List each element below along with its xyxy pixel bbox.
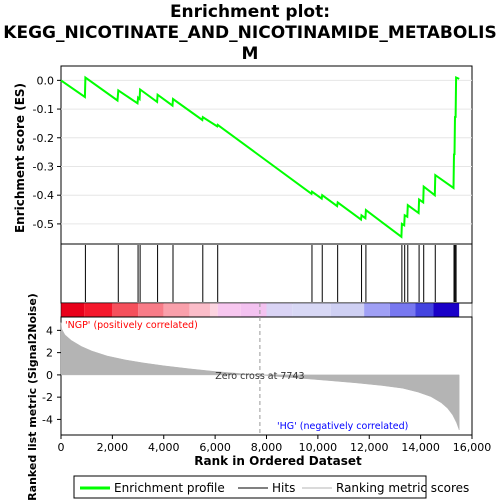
hits-panel-frame bbox=[60, 243, 473, 304]
zero-cross-label: Zero cross at 7743 bbox=[215, 371, 304, 382]
metric-y-axis-label: Ranked list metric (Signal2Noise) bbox=[26, 293, 39, 500]
rank-bar-segment bbox=[163, 303, 190, 317]
metric-y-tick-label: -2 bbox=[42, 391, 53, 404]
x-axis-label: Rank in Ordered Dataset bbox=[194, 454, 362, 468]
legend-metric-label: Ranking metric scores bbox=[336, 481, 469, 495]
legend-box bbox=[73, 475, 427, 499]
x-tick-label: 6,000 bbox=[199, 441, 231, 454]
rank-bar-segment bbox=[433, 303, 460, 317]
metric-x-ticks: 0 2,000 4,000 6,000 8,000 10,000 12,000 14,000 1… bbox=[58, 435, 492, 454]
legend-enrichment-label: Enrichment profile bbox=[114, 481, 225, 495]
rank-bar-segment bbox=[112, 303, 139, 317]
x-tick-label: 12,000 bbox=[350, 441, 389, 454]
rank-bar-segment bbox=[84, 303, 113, 317]
rank-bar-segment bbox=[209, 303, 218, 317]
metric-y-ticks: 4 2 0 -2 -4 bbox=[42, 324, 61, 426]
es-y-tick-label: -0.5 bbox=[33, 218, 54, 231]
es-panel: 0.0 -0.1 -0.2 -0.3 -0.4 -0.5 Enrichment score… bbox=[13, 65, 473, 245]
rank-bar-segment bbox=[61, 303, 85, 317]
metric-y-tick-label: 0 bbox=[46, 369, 53, 382]
metric-area-group bbox=[60, 322, 460, 431]
es-y-tick-label: -0.3 bbox=[33, 160, 54, 173]
x-tick-label: 0 bbox=[58, 441, 65, 454]
ranking-metric-area bbox=[60, 322, 460, 431]
x-tick-label: 8,000 bbox=[251, 441, 283, 454]
rank-bar-segment bbox=[217, 303, 241, 317]
metric-y-tick-label: 4 bbox=[46, 324, 53, 337]
hits-panel bbox=[60, 243, 473, 304]
es-y-ticks: 0.0 -0.1 -0.2 -0.3 -0.4 -0.5 bbox=[33, 74, 61, 231]
chart-title-line3: M bbox=[242, 44, 259, 64]
legend: Enrichment profile Hits Ranking metric s… bbox=[73, 475, 469, 499]
es-y-tick-label: -0.2 bbox=[33, 132, 54, 145]
x-tick-label: 10,000 bbox=[299, 441, 338, 454]
rank-bar-segment bbox=[330, 303, 365, 317]
negative-correlation-label: 'HG' (negatively correlated) bbox=[277, 421, 408, 432]
rank-bar-segment bbox=[415, 303, 434, 317]
rank-bar-segment bbox=[292, 303, 331, 317]
es-line-group bbox=[60, 75, 460, 239]
legend-hits-label: Hits bbox=[272, 481, 295, 495]
ranking-color-bar bbox=[60, 302, 473, 318]
es-panel-frame bbox=[60, 65, 473, 245]
chart-title-line2: KEGG_NICOTINATE_AND_NICOTINAMIDE_METABOL… bbox=[3, 23, 496, 43]
x-tick-label: 2,000 bbox=[97, 441, 129, 454]
rank-bar-segment bbox=[240, 303, 267, 317]
es-y-axis-label: Enrichment score (ES) bbox=[13, 83, 27, 233]
x-tick-label: 4,000 bbox=[148, 441, 180, 454]
es-y-tick-label: 0.0 bbox=[37, 74, 55, 87]
rank-bar-segment bbox=[266, 303, 293, 317]
rank-bar-segment bbox=[364, 303, 390, 317]
rank-bar-segment bbox=[138, 303, 164, 317]
metric-y-tick-label: -4 bbox=[42, 413, 53, 426]
rank-bar-segment bbox=[389, 303, 416, 317]
positive-correlation-label: 'NGP' (positively correlated) bbox=[65, 320, 198, 331]
x-tick-label: 16,000 bbox=[453, 441, 492, 454]
es-y-tick-label: -0.1 bbox=[33, 103, 54, 116]
metric-y-tick-label: 2 bbox=[46, 347, 53, 360]
rank-bar-segment bbox=[189, 303, 210, 317]
chart-title-line1: Enrichment plot: bbox=[170, 2, 330, 22]
metric-panel: 4 2 0 -2 -4 0 2,000 4,000 6,000 8,000 10,000 12,00… bbox=[26, 293, 491, 500]
hit-lines bbox=[84, 245, 457, 302]
es-y-tick-label: -0.4 bbox=[33, 189, 54, 202]
enrichment-profile-line bbox=[60, 75, 460, 239]
x-tick-label: 14,000 bbox=[401, 441, 440, 454]
